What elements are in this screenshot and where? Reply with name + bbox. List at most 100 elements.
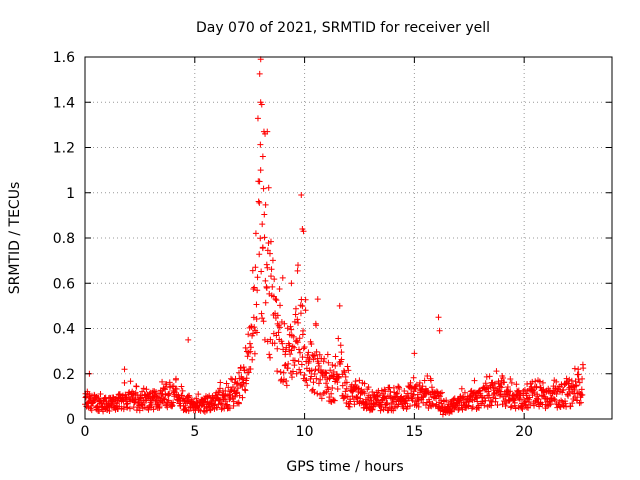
- data-point: [251, 350, 258, 357]
- axis-ticks: 0 5 10 15 20 0 0.2 0.4 0.6 0.8 1 1.2 1.4 1.6: [53, 50, 612, 440]
- data-point: [173, 375, 180, 382]
- data-point: [384, 400, 391, 407]
- data-point: [365, 384, 372, 391]
- data-point: [283, 382, 290, 389]
- data-point: [163, 381, 170, 388]
- data-point: [349, 393, 356, 400]
- data-point: [260, 185, 267, 192]
- data-point: [501, 379, 508, 386]
- data-point: [294, 262, 301, 269]
- data-point: [101, 395, 108, 402]
- data-point: [577, 399, 584, 406]
- data-point: [289, 368, 296, 375]
- data-point: [334, 385, 341, 392]
- data-point: [357, 395, 364, 402]
- data-point: [185, 407, 192, 414]
- data-point: [575, 371, 582, 378]
- data-point: [253, 301, 260, 308]
- data-point: [292, 311, 299, 318]
- data-point: [479, 398, 486, 405]
- data-point: [217, 379, 224, 386]
- data-point: [343, 379, 350, 386]
- grid-lines: [85, 57, 612, 419]
- data-point: [328, 390, 335, 397]
- data-point: [305, 349, 312, 356]
- data-point: [268, 266, 275, 273]
- data-point: [186, 392, 193, 399]
- data-point: [265, 184, 272, 191]
- data-point: [239, 394, 246, 401]
- data-point: [413, 381, 420, 388]
- data-point: [486, 392, 493, 399]
- data-point: [352, 378, 359, 385]
- data-point: [271, 340, 278, 347]
- data-point: [490, 384, 497, 391]
- data-point: [511, 396, 518, 403]
- data-point: [492, 395, 499, 402]
- data-point: [426, 399, 433, 406]
- data-point: [341, 369, 348, 376]
- data-point: [250, 285, 257, 292]
- data-point: [243, 380, 250, 387]
- data-point: [476, 404, 483, 411]
- data-point: [338, 356, 345, 363]
- data-point: [268, 273, 275, 280]
- data-point: [165, 397, 172, 404]
- data-point: [310, 353, 317, 360]
- data-point: [295, 319, 302, 326]
- data-point: [267, 336, 274, 343]
- data-point: [531, 389, 538, 396]
- data-point: [242, 344, 249, 351]
- data-point: [499, 374, 506, 381]
- data-point: [512, 405, 519, 412]
- data-point: [168, 403, 175, 410]
- data-point: [429, 400, 436, 407]
- data-point: [361, 380, 368, 387]
- data-point: [160, 395, 167, 402]
- data-point: [313, 322, 320, 329]
- data-point: [139, 388, 146, 395]
- data-point: [411, 350, 418, 357]
- data-point: [437, 390, 444, 397]
- data-point: [308, 373, 315, 380]
- data-point: [578, 386, 585, 393]
- data-point: [223, 380, 230, 387]
- data-point: [526, 394, 533, 401]
- data-point: [301, 371, 308, 378]
- data-point: [283, 378, 290, 385]
- data-point: [276, 324, 283, 331]
- data-point: [256, 178, 263, 185]
- data-point: [497, 388, 504, 395]
- data-point: [553, 378, 560, 385]
- data-point: [338, 349, 345, 356]
- data-point: [304, 382, 311, 389]
- data-point: [289, 374, 296, 381]
- data-point: [242, 387, 249, 394]
- chart-title: Day 070 of 2021, SRMTID for receiver yel…: [196, 20, 490, 36]
- data-point: [331, 397, 338, 404]
- data-point: [468, 405, 475, 412]
- data-point: [490, 394, 497, 401]
- data-point: [248, 323, 255, 330]
- data-point: [279, 340, 286, 347]
- data-point: [474, 398, 481, 405]
- data-point: [325, 359, 332, 366]
- data-point: [288, 280, 295, 287]
- data-point: [261, 234, 268, 241]
- data-point: [569, 400, 576, 407]
- data-point: [312, 366, 319, 373]
- data-point: [259, 315, 266, 322]
- data-point: [263, 261, 270, 268]
- data-point: [249, 267, 256, 274]
- data-point: [216, 397, 223, 404]
- data-point: [325, 386, 332, 393]
- data-point: [519, 405, 526, 412]
- data-point: [299, 303, 306, 310]
- data-point: [337, 342, 344, 349]
- data-point: [277, 368, 284, 375]
- data-point: [416, 379, 423, 386]
- data-point: [367, 394, 374, 401]
- data-point: [274, 345, 281, 352]
- data-point: [412, 385, 419, 392]
- data-point: [571, 365, 578, 372]
